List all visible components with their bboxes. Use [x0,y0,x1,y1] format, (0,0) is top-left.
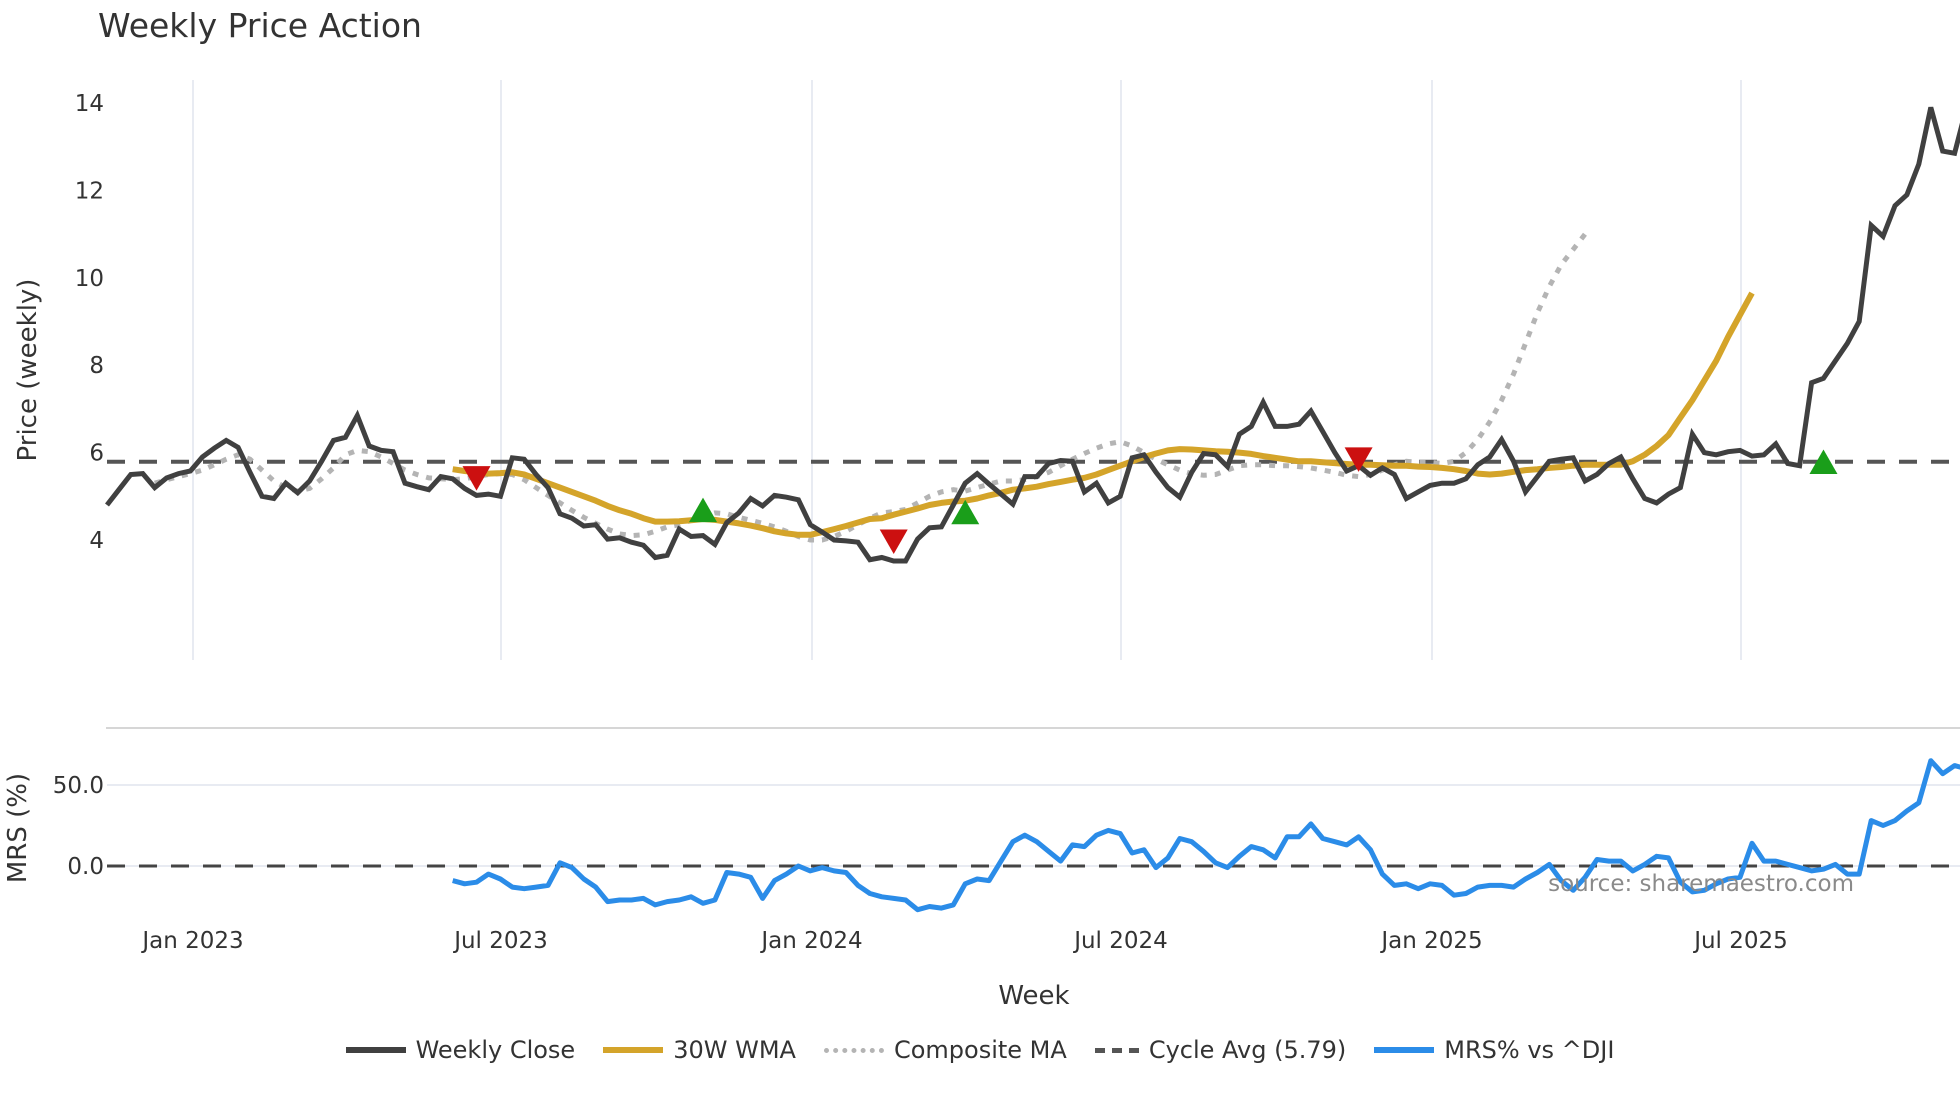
mrs-gridlines [107,784,1960,867]
x-tick-label: Jul 2024 [1072,928,1168,954]
legend-label: Weekly Close [415,1036,576,1064]
y-tick-label: 12 [75,178,104,204]
legend-swatch-icon [603,1047,664,1053]
legend-item-mrs[interactable]: MRS% vs ^DJI [1374,1036,1614,1064]
mrs-panel: 0.0 50.0 MRS (%) source: sharemaestro.com [3,727,1960,913]
legend-item-weekly-close[interactable]: Weekly Close [345,1036,576,1064]
source-note: source: sharemaestro.com [1548,871,1854,897]
y-tick-label: 0.0 [67,854,104,880]
buy-signal-marker [689,497,717,523]
legend-swatch-icon [1374,1047,1435,1053]
y-tick-label: 10 [75,266,104,292]
legend-item-cycle-avg[interactable]: Cycle Avg (5.79) [1094,1036,1347,1064]
legend-label: Composite MA [893,1036,1067,1064]
mrs-y-axis: 0.0 50.0 [53,773,104,880]
legend-swatch-icon [1094,1047,1139,1053]
x-tick-label: Jan 2024 [759,928,862,954]
legend-label: 30W WMA [673,1036,796,1064]
x-tick-label: Jul 2023 [452,928,548,954]
weekly-close-line [105,106,1960,564]
legend-swatch-icon [345,1047,406,1053]
legend-label: Cycle Avg (5.79) [1148,1036,1347,1064]
buy-signal-marker [951,499,980,525]
price-y-axis-title: Price (weekly) [13,279,43,462]
chart-title: Weekly Price Action [98,6,422,45]
y-tick-label: 6 [89,441,104,467]
buy-signal-marker [1809,449,1838,475]
y-tick-label: 14 [75,91,104,117]
price-y-axis: 4 6 8 10 12 14 [75,91,104,554]
sell-signal-marker [462,466,491,491]
signal-markers [462,447,1838,554]
mrs-y-axis-title: MRS (%) [3,773,33,883]
x-axis: Jan 2023 Jul 2023 Jan 2024 Jul 2024 Jan 2025… [140,928,1787,954]
composite-ma-line [153,232,1588,543]
sell-signal-marker [1344,447,1373,472]
y-tick-label: 8 [89,353,104,379]
legend: Weekly Close 30W WMA Composite MA Cycle Avg… [0,1036,1960,1064]
x-tick-label: Jan 2025 [1379,928,1482,954]
price-gridlines [192,80,1742,660]
legend-item-wma30[interactable]: 30W WMA [603,1036,796,1064]
y-tick-label: 50.0 [53,773,104,799]
x-tick-label: Jan 2023 [140,928,243,954]
price-panel: 4 6 8 10 12 14 Price (weekly) [13,80,1960,660]
legend-label: MRS% vs ^DJI [1444,1036,1615,1064]
x-axis-title: Week [998,981,1069,1011]
sell-signal-marker [879,529,908,554]
x-tick-label: Jul 2025 [1692,928,1788,954]
mrs-line [452,758,1960,913]
wma30-line [452,291,1755,538]
y-tick-label: 4 [89,528,104,554]
legend-item-composite-ma[interactable]: Composite MA [823,1036,1067,1064]
legend-swatch-icon [823,1047,884,1053]
